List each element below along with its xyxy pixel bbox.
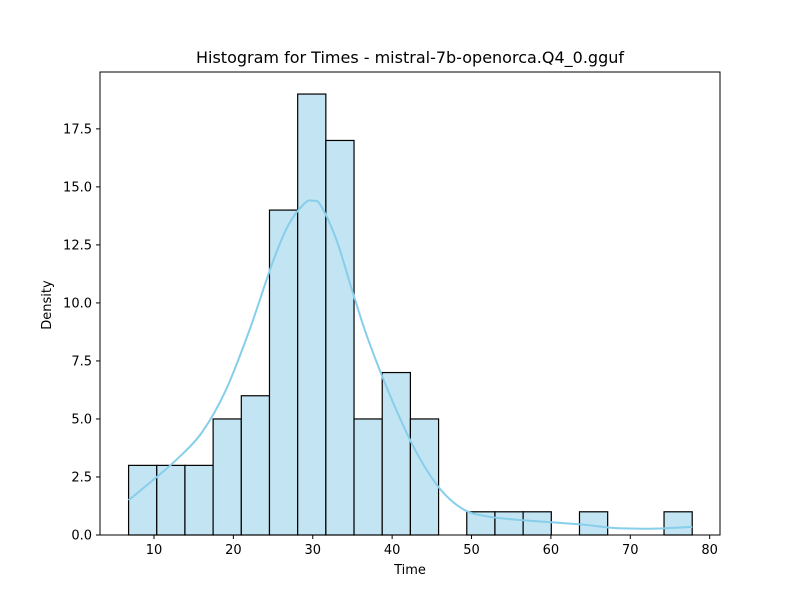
- histogram-bar: [381, 371, 411, 536]
- histogram-bar: [353, 418, 383, 536]
- x-tick-label: 50: [463, 543, 480, 558]
- y-tick-label: 2.5: [71, 470, 92, 485]
- histogram-bar: [494, 511, 524, 536]
- y-tick-label: 10.0: [63, 296, 92, 311]
- y-axis-ticks: 0.0 2.5 5.0 7.5 10.0 12.5 15.0 17.5: [63, 122, 100, 544]
- y-tick-label: 17.5: [63, 122, 92, 137]
- x-tick-label: 10: [146, 543, 163, 558]
- histogram-bar: [325, 139, 355, 536]
- y-tick-label: 0.0: [71, 529, 92, 544]
- y-tick-label: 15.0: [63, 180, 92, 195]
- x-tick-label: 80: [701, 543, 718, 558]
- x-axis-label: Time: [393, 563, 426, 578]
- y-tick-label: 5.0: [71, 412, 92, 427]
- histogram-bar: [522, 511, 552, 536]
- x-tick-label: 30: [304, 543, 321, 558]
- x-axis-ticks: 10 20 30 40 50 60 70 80: [146, 535, 718, 558]
- histogram-bar: [240, 395, 271, 536]
- bars-group: [127, 93, 693, 536]
- x-tick-label: 70: [622, 543, 639, 558]
- y-axis-label: Density: [40, 280, 55, 330]
- kde-line: [127, 199, 693, 530]
- chart-title: Histogram for Times - mistral-7b-openorc…: [196, 48, 624, 68]
- histogram-bar: [409, 418, 440, 536]
- x-tick-label: 20: [225, 543, 242, 558]
- histogram-bar: [268, 209, 299, 536]
- y-tick-label: 7.5: [71, 354, 92, 369]
- histogram-bar: [297, 93, 327, 536]
- histogram-bar: [212, 418, 242, 536]
- histogram-bar: [663, 511, 693, 536]
- histogram-bar: [127, 464, 158, 536]
- x-tick-label: 60: [543, 543, 560, 558]
- x-tick-label: 40: [384, 543, 401, 558]
- axes-frame: [99, 71, 721, 536]
- histogram-bar: [184, 464, 214, 536]
- histogram-bar: [578, 511, 609, 536]
- histogram-bar: [156, 464, 186, 536]
- y-tick-label: 12.5: [63, 238, 92, 253]
